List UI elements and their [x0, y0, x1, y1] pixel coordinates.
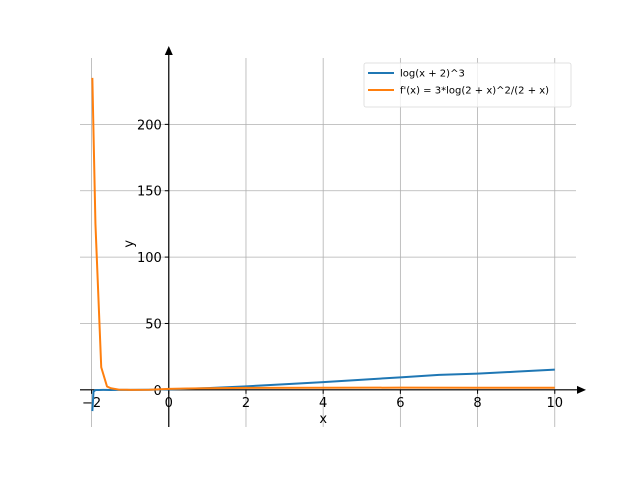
- y-tick-label: 50: [145, 317, 162, 332]
- x-tick-label: −2: [82, 396, 101, 411]
- x-tick-label: 10: [546, 396, 563, 411]
- x-tick-label: 4: [319, 396, 327, 411]
- y-axis-label: y: [122, 240, 137, 248]
- x-tick-label: 8: [473, 396, 481, 411]
- x-axis-arrow: [577, 385, 586, 394]
- legend: log(x + 2)^3 f'(x) = 3*log(2 + x)^2/(2 + …: [363, 62, 572, 108]
- legend-box: [363, 62, 572, 108]
- series: [91, 77, 555, 412]
- y-tick-label: 150: [137, 185, 162, 200]
- x-tick-label: 2: [242, 396, 250, 411]
- legend-label: log(x + 2)^3: [400, 69, 465, 80]
- y-axis-arrow: [164, 46, 173, 55]
- series-line-2: [91, 77, 555, 391]
- x-axis-label: x: [319, 412, 327, 427]
- y-tick-label: 100: [137, 251, 162, 266]
- y-tick-label: 200: [137, 118, 162, 133]
- x-tick-label: 6: [396, 396, 404, 411]
- legend-label: f'(x) = 3*log(2 + x)^2/(2 + x): [400, 86, 549, 97]
- y-tick-label: 0: [153, 384, 161, 399]
- x-tick-label: 0: [165, 396, 173, 411]
